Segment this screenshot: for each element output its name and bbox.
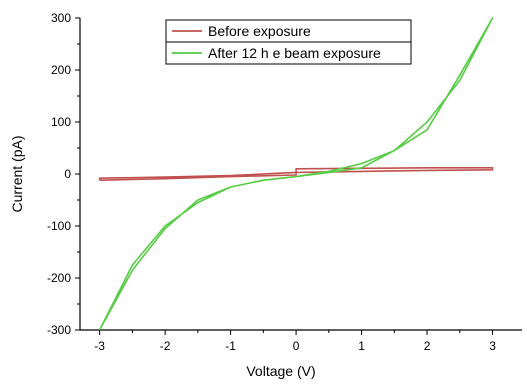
y-tick-label: -100	[47, 219, 71, 233]
y-tick-label: 100	[51, 115, 71, 129]
series-line-2	[98, 17, 494, 331]
x-tick-label: 1	[358, 339, 365, 353]
x-tick-label: 0	[293, 339, 300, 353]
x-tick-label: 3	[489, 339, 496, 353]
legend-label: After 12 h e beam exposure	[208, 45, 381, 61]
series-line-1	[98, 167, 494, 181]
x-axis-title: Voltage (V)	[246, 363, 315, 379]
y-tick-label: 300	[51, 11, 71, 25]
y-tick-label: -200	[47, 271, 71, 285]
x-tick-label: -1	[225, 339, 236, 353]
x-tick-label: -2	[160, 339, 171, 353]
legend: Before exposure After 12 h e beam exposur…	[165, 19, 412, 65]
y-axis-title: Current (pA)	[9, 135, 25, 212]
series-layer	[98, 17, 494, 331]
y-tick-label: 0	[64, 167, 71, 181]
y-tick-label: -300	[47, 323, 71, 337]
legend-label: Before exposure	[208, 23, 311, 39]
axes-layer: -300 -200 -100 0 100 200 300 -3 -2 -1 0 1 2 3	[47, 11, 522, 353]
x-tick-label: -3	[94, 339, 105, 353]
y-tick-label: 200	[51, 63, 71, 77]
x-tick-label: 2	[424, 339, 431, 353]
